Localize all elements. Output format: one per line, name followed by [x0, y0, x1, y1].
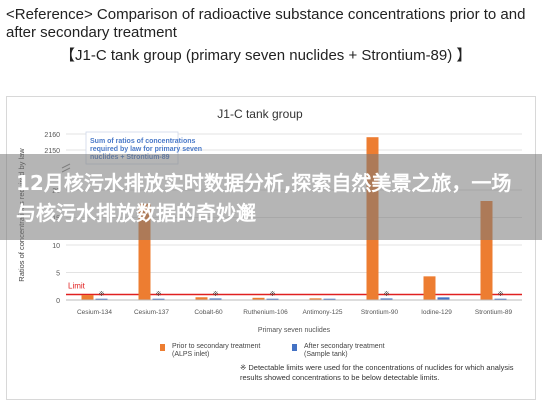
x-tick-label-1: Cesium-137	[134, 309, 169, 316]
x-axis-label: Primary seven nuclides	[258, 327, 331, 334]
not-detected-mark-5: ※	[498, 291, 504, 298]
legend-sublabel-0: (ALPS inlet)	[172, 351, 209, 358]
x-tick-label-0: Cesium-134	[77, 309, 112, 316]
bar-after-7	[494, 298, 507, 301]
banner-text: 12月核污水排放实时数据分析,探索自然美景之旅，一场与核污水排放数据的奇妙邂	[16, 171, 512, 225]
annotation-line-1: required by law for primary seven	[90, 146, 202, 153]
header-line-2: after secondary treatment	[6, 24, 177, 41]
not-detected-mark-1: ※	[156, 291, 162, 298]
x-tick-label-5: Strontium-90	[361, 309, 399, 316]
bar-after-6	[437, 297, 450, 300]
legend-sublabel-1: (Sample tank)	[304, 351, 348, 358]
x-tick-label-2: Cobalt-60	[194, 309, 223, 316]
y-tick-label-0: 2160	[44, 132, 60, 139]
x-tick-label-3: Ruthenium-106	[243, 309, 288, 316]
y-tick-label-4: 10	[52, 243, 60, 250]
reference-header: <Reference> Comparison of radioactive su…	[0, 0, 542, 70]
footnote: ※ Detectable limits were used for the co…	[240, 363, 536, 383]
y-tick-label-1: 2150	[44, 148, 60, 155]
bar-prior-2	[195, 297, 208, 300]
chart-title: J1-C tank group	[217, 107, 303, 121]
x-tick-label-7: Strontium-89	[475, 309, 513, 316]
header-line-1: <Reference> Comparison of radioactive su…	[6, 6, 526, 23]
y-tick-label-5: 5	[56, 271, 60, 278]
bar-prior-3	[252, 297, 265, 300]
footnote-text: Detectable limits were used for the conc…	[240, 363, 514, 382]
x-tick-label-4: Antimony-125	[302, 309, 342, 316]
bar-after-2	[209, 298, 222, 300]
bar-after-3	[266, 298, 279, 301]
bar-after-4	[323, 298, 336, 301]
bar-prior-4	[309, 298, 322, 300]
limit-label: Limit	[68, 282, 86, 291]
legend-swatch-1	[292, 344, 297, 351]
chart-container	[6, 96, 536, 400]
bar-after-1	[152, 298, 165, 301]
footnote-mark: ※	[240, 363, 247, 372]
legend-label-0: Prior to secondary treatment	[172, 343, 260, 350]
y-tick-label-6: 0	[56, 298, 60, 305]
not-detected-mark-4: ※	[384, 291, 390, 298]
bar-prior-6	[423, 276, 436, 300]
x-tick-label-6: Iodine-129	[421, 309, 452, 316]
not-detected-mark-3: ※	[270, 291, 276, 298]
annotation-line-0: Sum of ratios of concentrations	[90, 138, 196, 145]
legend-label-1: After secondary treatment	[304, 343, 385, 350]
bar-after-5	[380, 298, 393, 300]
bar-prior-0	[81, 295, 94, 300]
header-line-3: 【J1-C tank group (primary seven nuclides…	[60, 47, 472, 64]
bar-after-0	[95, 298, 108, 301]
overlay-banner	[0, 154, 542, 240]
legend-swatch-0	[160, 344, 165, 351]
not-detected-mark-0: ※	[99, 291, 105, 298]
not-detected-mark-2: ※	[213, 291, 219, 298]
